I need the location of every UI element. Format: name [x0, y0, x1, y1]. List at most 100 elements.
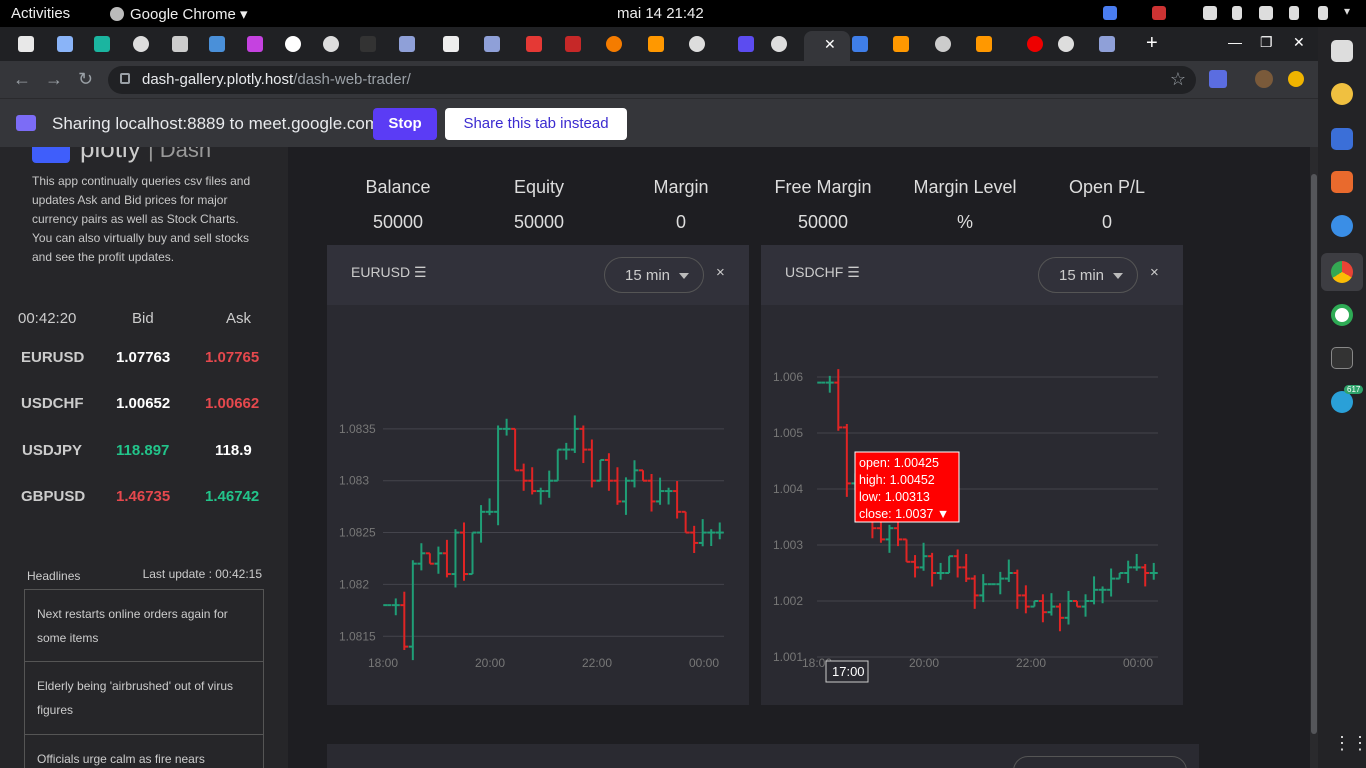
- writer-icon[interactable]: [1331, 128, 1353, 150]
- chart-pair-menu[interactable]: EURUSD ☰: [351, 264, 427, 280]
- tab-icon[interactable]: [360, 36, 376, 52]
- tab-icon[interactable]: [1058, 36, 1074, 52]
- extension-icon[interactable]: [1209, 70, 1227, 88]
- address-bar[interactable]: dash-gallery.plotly.host/dash-web-trader…: [108, 66, 1196, 94]
- pair-name: USDJPY: [22, 442, 83, 459]
- tab-icon[interactable]: [935, 36, 951, 52]
- system-menu-icon[interactable]: ▾: [1344, 4, 1351, 18]
- profile-avatar[interactable]: [1255, 70, 1273, 88]
- interval-value: 15 min: [625, 267, 671, 284]
- forward-button[interactable]: →: [45, 69, 63, 89]
- active-tab[interactable]: ✕: [804, 31, 850, 61]
- ask-price: 1.07765: [205, 349, 260, 366]
- tab-icon[interactable]: [1027, 36, 1043, 52]
- bookmark-star-icon[interactable]: ☆: [1169, 69, 1186, 89]
- rhythmbox-icon[interactable]: [1331, 83, 1353, 105]
- maximize-button[interactable]: ❐: [1260, 34, 1273, 50]
- close-chart-button[interactable]: ×: [716, 264, 725, 281]
- files-icon[interactable]: [1331, 40, 1353, 62]
- tab-icon[interactable]: [94, 36, 110, 52]
- main-content: Balance 50000 Equity 50000 Margin 0 Free Ma…: [288, 147, 1310, 768]
- clock[interactable]: mai 14 21:42: [617, 5, 704, 22]
- orders-dropdown[interactable]: [1013, 756, 1187, 768]
- tab-icon[interactable]: [852, 36, 868, 52]
- close-chart-button[interactable]: ×: [1150, 264, 1159, 281]
- volume-icon[interactable]: [1259, 6, 1273, 20]
- help-icon[interactable]: [1331, 215, 1353, 237]
- close-window-button[interactable]: ✕: [1293, 34, 1305, 50]
- logo-text: plotly: [80, 147, 141, 163]
- headlines-list: Next restarts online orders again for so…: [24, 589, 264, 768]
- tab-icon[interactable]: [976, 36, 992, 52]
- tab-icon[interactable]: [209, 36, 225, 52]
- chevron-down-icon: [679, 273, 689, 279]
- software-center-icon[interactable]: [1331, 171, 1353, 193]
- tab-icon[interactable]: [172, 36, 188, 52]
- plotly-dash-logo[interactable]: plotly | Dash: [32, 147, 211, 164]
- update-icon[interactable]: [1288, 71, 1304, 87]
- network-icon[interactable]: [1203, 6, 1217, 20]
- battery-icon[interactable]: [1318, 6, 1328, 20]
- headline-item[interactable]: Officials urge calm as fire nears: [24, 735, 264, 768]
- x-tick-label: 18:00: [802, 656, 832, 670]
- tab-icon[interactable]: [323, 36, 339, 52]
- headline-item[interactable]: Next restarts online orders again for so…: [24, 589, 264, 662]
- scrollbar-thumb[interactable]: [1311, 174, 1317, 734]
- ohlc-chart[interactable]: 1.0835 1.083 1.0825 1.082 1.0815 18:00 20:00 22…: [327, 305, 749, 705]
- interval-dropdown[interactable]: 15 min: [1038, 257, 1138, 293]
- microphone-icon[interactable]: [1289, 6, 1299, 20]
- tab-icon[interactable]: [893, 36, 909, 52]
- url-path: /dash-web-trader/: [293, 71, 411, 88]
- tab-icon[interactable]: [18, 36, 34, 52]
- tab-icon[interactable]: [443, 36, 459, 52]
- lock-icon[interactable]: [120, 73, 130, 84]
- headline-item[interactable]: Elderly being 'airbrushed' out of virus …: [24, 662, 264, 735]
- chrome-dock-item[interactable]: [1321, 253, 1363, 291]
- tab-icon[interactable]: [133, 36, 149, 52]
- tab-icon[interactable]: [526, 36, 542, 52]
- notification-icon[interactable]: [1152, 6, 1166, 20]
- zoom-icon[interactable]: [1103, 6, 1117, 20]
- back-button[interactable]: ←: [13, 69, 31, 89]
- app-menu[interactable]: Google Chrome ▾: [110, 5, 248, 23]
- minimize-button[interactable]: —: [1228, 34, 1242, 50]
- sync-icon[interactable]: [1331, 304, 1353, 326]
- ask-price: 1.00662: [205, 395, 260, 412]
- tab-icon[interactable]: [689, 36, 705, 52]
- chart-panel-usdchf: USDCHF ☰ 15 min × 1.006 1.005 1.004 1.003 1.…: [761, 245, 1183, 705]
- tooltip-low: low: 1.00313: [859, 490, 930, 504]
- tab-icon[interactable]: [399, 36, 415, 52]
- tab-icon[interactable]: [648, 36, 664, 52]
- interval-dropdown[interactable]: 15 min: [604, 257, 704, 293]
- stat-label: Free Margin: [774, 177, 872, 197]
- tab-icon[interactable]: [57, 36, 73, 52]
- show-applications-icon[interactable]: ⋮⋮⋮: [1333, 733, 1366, 753]
- y-tick-label: 1.082: [339, 577, 369, 591]
- stop-sharing-button[interactable]: Stop: [373, 108, 437, 140]
- stat-value: 50000: [797, 212, 849, 232]
- new-tab-button[interactable]: +: [1146, 32, 1158, 54]
- tab-icon[interactable]: [285, 36, 301, 52]
- bid-price: 1.00652: [116, 395, 171, 412]
- stat-label: Margin: [653, 177, 709, 197]
- tab-icon[interactable]: [738, 36, 754, 52]
- pair-name: GBPUSD: [21, 488, 86, 505]
- activities-button[interactable]: Activities: [11, 5, 71, 22]
- tab-icon[interactable]: [771, 36, 787, 52]
- reload-button[interactable]: ↻: [78, 69, 94, 89]
- tab-icon[interactable]: [606, 36, 622, 52]
- tab-icon[interactable]: [1099, 36, 1115, 52]
- close-icon[interactable]: ✕: [824, 36, 836, 52]
- tab-icon[interactable]: [565, 36, 581, 52]
- ask-price: 118.9: [215, 442, 252, 459]
- tab-icon[interactable]: [247, 36, 263, 52]
- chart-pair-menu[interactable]: USDCHF ☰: [785, 264, 860, 280]
- headlines-title: Headlines: [27, 569, 81, 583]
- page-scrollbar[interactable]: [1310, 147, 1318, 768]
- bluetooth-icon[interactable]: [1232, 6, 1242, 20]
- terminal-icon[interactable]: [1331, 347, 1353, 369]
- telegram-icon[interactable]: [1331, 391, 1353, 413]
- share-this-tab-button[interactable]: Share this tab instead: [445, 108, 627, 140]
- tab-icon[interactable]: [484, 36, 500, 52]
